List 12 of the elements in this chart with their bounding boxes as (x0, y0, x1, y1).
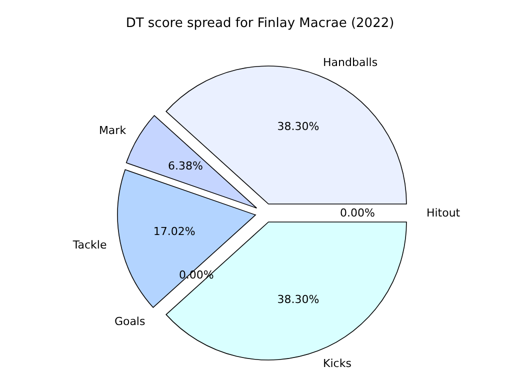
data-label: 17.02% (153, 224, 196, 238)
slice-label: Mark (98, 124, 127, 138)
data-label: 38.30% (277, 120, 320, 134)
category-label: Hitout (426, 206, 460, 220)
category-label: Goals (114, 314, 146, 328)
slice-label: Tackle (72, 238, 107, 252)
slice-label: Handballs (323, 56, 378, 69)
data-label: 6.38% (168, 159, 203, 172)
text: 0.00% (340, 206, 375, 220)
chart-title: DT score spread for Finlay Macrae (2022) (124, 16, 396, 31)
data-label: 38.30% (277, 292, 320, 306)
slice-label: Kicks (323, 357, 352, 370)
